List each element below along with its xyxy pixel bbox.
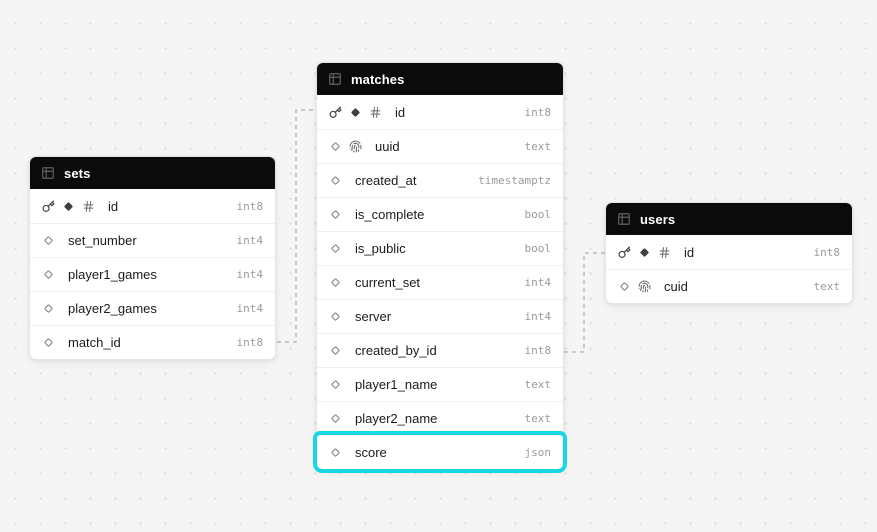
- fingerprint-icon: [349, 140, 362, 153]
- column-row-sets-player2_games[interactable]: player2_games int4: [30, 291, 275, 325]
- column-row-matches-created_by_id[interactable]: created_by_id int8: [317, 333, 563, 367]
- column-name: is_complete: [355, 207, 425, 222]
- column-name: player2_name: [355, 411, 438, 426]
- diamond-filled-icon: [62, 200, 75, 213]
- column-name: player1_games: [68, 267, 157, 282]
- column-type: int8: [524, 344, 552, 357]
- column-row-sets-set_number[interactable]: set_number int4: [30, 223, 275, 257]
- diamond-outline-icon: [329, 174, 342, 187]
- column-name: created_by_id: [355, 343, 437, 358]
- diamond-outline-icon: [42, 234, 55, 247]
- hash-icon: [369, 106, 382, 119]
- table-card-matches[interactable]: matches id int8 uuid text created_at timestamp…: [316, 62, 564, 470]
- column-row-sets-id[interactable]: id int8: [30, 189, 275, 223]
- column-type: bool: [524, 208, 552, 221]
- diamond-outline-icon: [42, 268, 55, 281]
- table-header-sets[interactable]: sets: [30, 157, 275, 189]
- column-type: int4: [524, 310, 552, 323]
- column-type: int4: [236, 268, 264, 281]
- column-type: int4: [236, 302, 264, 315]
- column-name: set_number: [68, 233, 137, 248]
- column-row-sets-match_id[interactable]: match_id int8: [30, 325, 275, 359]
- column-type: timestamptz: [478, 174, 551, 187]
- diamond-outline-icon: [42, 302, 55, 315]
- table-title: matches: [351, 71, 405, 87]
- column-name: server: [355, 309, 392, 324]
- key-icon: [618, 245, 631, 259]
- fingerprint-icon: [638, 280, 651, 293]
- column-type: int8: [524, 105, 552, 119]
- diamond-outline-icon: [329, 446, 342, 459]
- table-card-sets[interactable]: sets id int8 set_number int4 player1_games int…: [29, 156, 276, 360]
- column-row-matches-score[interactable]: score json: [317, 435, 563, 469]
- column-row-sets-player1_games[interactable]: player1_games int4: [30, 257, 275, 291]
- column-type: json: [524, 446, 552, 459]
- column-type: text: [813, 280, 841, 293]
- column-row-matches-uuid[interactable]: uuid text: [317, 129, 563, 163]
- diamond-outline-icon: [329, 344, 342, 357]
- diamond-filled-icon: [349, 106, 362, 119]
- table-icon: [41, 166, 55, 180]
- diamond-outline-icon: [329, 412, 342, 425]
- table-header-users[interactable]: users: [606, 203, 852, 235]
- column-type: text: [524, 140, 552, 153]
- column-row-matches-player2_name[interactable]: player2_name text: [317, 401, 563, 435]
- table-icon: [617, 212, 631, 226]
- key-icon: [329, 105, 342, 119]
- column-row-matches-current_set[interactable]: current_set int4: [317, 265, 563, 299]
- diamond-outline-icon: [329, 310, 342, 323]
- column-name: id: [108, 198, 119, 214]
- column-row-matches-server[interactable]: server int4: [317, 299, 563, 333]
- hash-icon: [658, 246, 671, 259]
- diamond-outline-icon: [42, 336, 55, 349]
- column-type: int8: [236, 336, 264, 349]
- column-name: player1_name: [355, 377, 438, 392]
- column-name: is_public: [355, 241, 406, 256]
- column-type: int8: [236, 199, 264, 213]
- column-row-matches-created_at[interactable]: created_at timestamptz: [317, 163, 563, 197]
- diamond-outline-icon: [329, 276, 342, 289]
- diamond-outline-icon: [618, 280, 631, 293]
- column-name: id: [395, 104, 406, 120]
- column-name: current_set: [355, 275, 421, 290]
- column-name: score: [355, 445, 387, 460]
- column-name: created_at: [355, 173, 417, 188]
- connector-matches-created_by_id-to-users-id: [564, 252, 605, 353]
- column-row-matches-id[interactable]: id int8: [317, 95, 563, 129]
- column-name: match_id: [68, 335, 121, 350]
- connector-sets-match_id-to-matches-id: [277, 109, 316, 343]
- table-icon: [328, 72, 342, 86]
- column-type: bool: [524, 242, 552, 255]
- column-name: cuid: [664, 279, 688, 294]
- column-row-users-cuid[interactable]: cuid text: [606, 269, 852, 303]
- table-title: sets: [64, 165, 91, 181]
- column-type: int4: [524, 276, 552, 289]
- table-title: users: [640, 211, 676, 227]
- column-type: text: [524, 412, 552, 425]
- column-name: uuid: [375, 139, 400, 154]
- column-row-matches-is_public[interactable]: is_public bool: [317, 231, 563, 265]
- column-row-matches-player1_name[interactable]: player1_name text: [317, 367, 563, 401]
- diamond-outline-icon: [329, 140, 342, 153]
- diamond-outline-icon: [329, 242, 342, 255]
- key-icon: [42, 199, 55, 213]
- column-type: int4: [236, 234, 264, 247]
- diamond-outline-icon: [329, 378, 342, 391]
- table-header-matches[interactable]: matches: [317, 63, 563, 95]
- column-type: int8: [813, 245, 841, 259]
- diamond-filled-icon: [638, 246, 651, 259]
- column-row-users-id[interactable]: id int8: [606, 235, 852, 269]
- hash-icon: [82, 200, 95, 213]
- column-row-matches-is_complete[interactable]: is_complete bool: [317, 197, 563, 231]
- column-name: player2_games: [68, 301, 157, 316]
- column-name: id: [684, 244, 695, 260]
- table-card-users[interactable]: users id int8 cuid text: [605, 202, 853, 304]
- diamond-outline-icon: [329, 208, 342, 221]
- column-type: text: [524, 378, 552, 391]
